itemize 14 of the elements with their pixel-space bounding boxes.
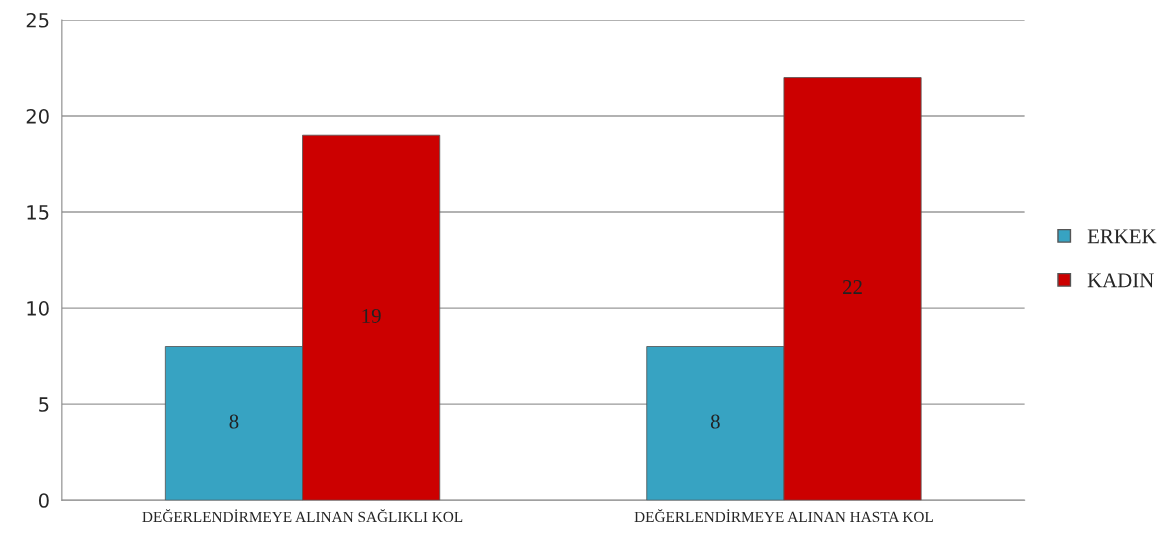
x-tick-label: DEĞERLENDİRMEYE ALINAN SAĞLIKLI KOL [142, 509, 463, 523]
y-tick-label: 10 [27, 301, 49, 316]
data-label: 19 [362, 308, 381, 323]
data-label: 22 [843, 280, 862, 294]
y-tick-label: 0 [38, 493, 49, 508]
y-tick-label: 25 [26, 12, 49, 28]
data-label: 8 [710, 414, 720, 429]
legend-label: KADIN [1087, 273, 1154, 288]
x-tick-label: DEĞERLENDİRMEYE ALINAN HASTA KOL [634, 509, 933, 523]
data-label: 8 [229, 414, 239, 429]
y-tick-label: 5 [39, 397, 49, 412]
legend-label: ERKEK [1087, 229, 1157, 244]
y-tick-label: 15 [27, 205, 49, 220]
y-tick-label: 20 [26, 108, 49, 124]
